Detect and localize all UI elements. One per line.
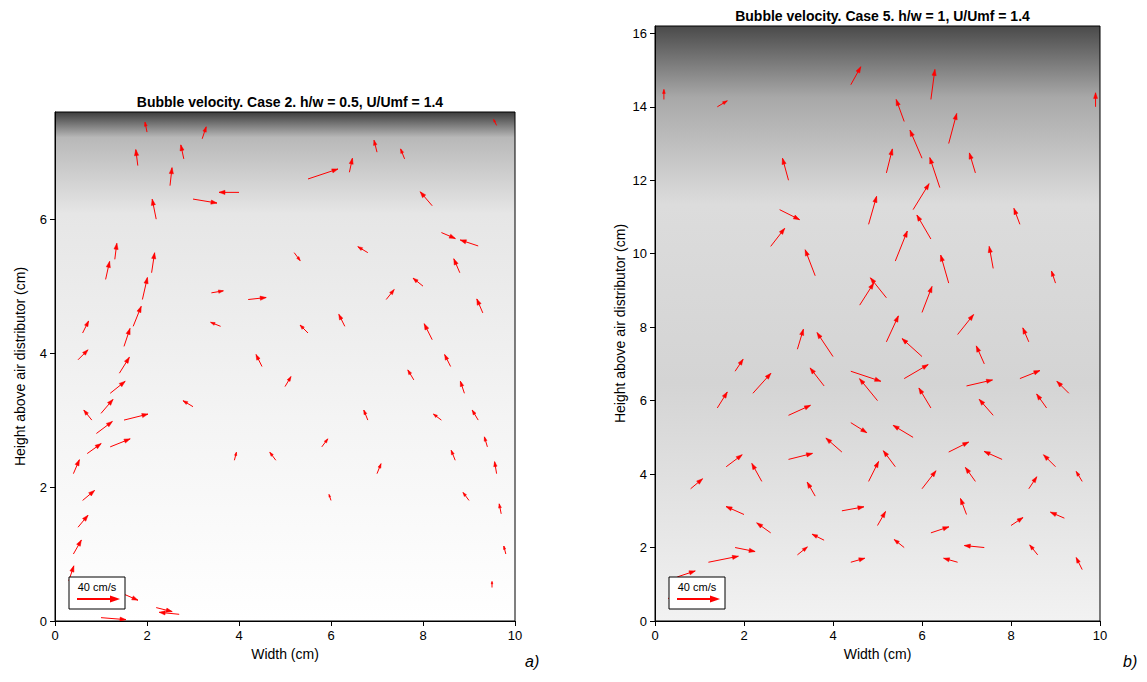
svg-text:4: 4 [40, 346, 47, 361]
svg-text:Width (cm): Width (cm) [251, 646, 319, 662]
svg-text:6: 6 [640, 393, 647, 408]
svg-text:8: 8 [419, 628, 426, 643]
svg-text:4: 4 [829, 628, 836, 643]
svg-text:4: 4 [640, 467, 647, 482]
svg-text:Bubble velocity. Case 5. h/w =: Bubble velocity. Case 5. h/w = 1, U/Umf … [735, 8, 1030, 24]
svg-text:0: 0 [40, 614, 47, 629]
svg-text:b): b) [1123, 653, 1137, 670]
svg-text:40 cm/s: 40 cm/s [78, 581, 117, 593]
svg-text:40 cm/s: 40 cm/s [678, 581, 717, 593]
svg-text:8: 8 [640, 320, 647, 335]
svg-text:10: 10 [508, 628, 522, 643]
svg-text:6: 6 [918, 628, 925, 643]
svg-text:14: 14 [633, 99, 647, 114]
svg-text:6: 6 [327, 628, 334, 643]
svg-text:2: 2 [40, 480, 47, 495]
svg-text:16: 16 [633, 26, 647, 41]
svg-text:Width (cm): Width (cm) [844, 646, 912, 662]
svg-text:4: 4 [235, 628, 242, 643]
svg-text:2: 2 [740, 628, 747, 643]
svg-text:0: 0 [51, 628, 58, 643]
svg-text:a): a) [525, 653, 539, 670]
svg-text:6: 6 [40, 212, 47, 227]
svg-text:2: 2 [640, 540, 647, 555]
svg-text:2: 2 [143, 628, 150, 643]
svg-text:0: 0 [651, 628, 658, 643]
svg-text:Height above air distributor (: Height above air distributor (cm) [12, 267, 28, 466]
svg-text:0: 0 [640, 614, 647, 629]
svg-text:10: 10 [633, 246, 647, 261]
svg-text:Bubble velocity. Case 2. h/w =: Bubble velocity. Case 2. h/w = 0.5, U/Um… [137, 94, 444, 110]
svg-text:Height above air distributor (: Height above air distributor (cm) [612, 224, 628, 423]
svg-text:10: 10 [1093, 628, 1107, 643]
svg-text:8: 8 [1007, 628, 1014, 643]
svg-text:12: 12 [633, 173, 647, 188]
